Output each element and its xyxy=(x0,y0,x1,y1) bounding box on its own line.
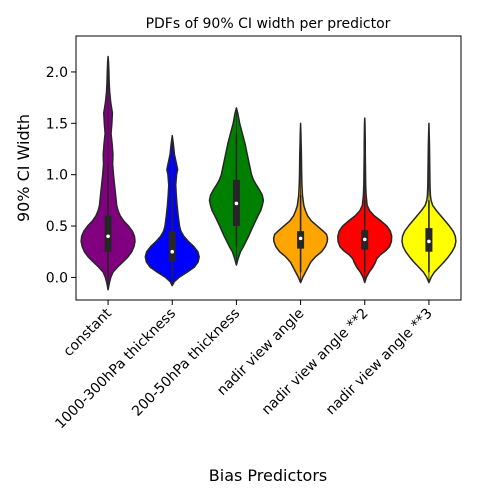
x-axis-label: Bias Predictors xyxy=(209,466,327,485)
x-tick-label: nadir view angle **2 xyxy=(259,306,372,419)
x-tick-label: constant xyxy=(61,305,116,360)
x-tick-label: 200-50hPa thickness xyxy=(129,306,243,420)
y-tick-label: 1.0 xyxy=(46,168,68,184)
violin-median-dot xyxy=(298,236,303,241)
x-tick-label: nadir view angle **3 xyxy=(323,306,436,419)
violin-iqr-box xyxy=(104,215,112,252)
chart-title: PDFs of 90% CI width per predictor xyxy=(146,16,391,32)
y-tick-label: 0.5 xyxy=(46,219,68,235)
violin-median-dot xyxy=(234,201,239,206)
plot-area xyxy=(80,55,457,291)
y-tick-label: 1.5 xyxy=(46,116,68,132)
y-axis: 0.0 0.5 1.0 1.5 2.0 xyxy=(46,65,76,286)
violin-median-dot xyxy=(362,237,367,242)
violin-median-dot xyxy=(106,234,110,239)
y-axis-label: 90% CI Width xyxy=(14,114,33,222)
violin-median-dot xyxy=(170,249,175,254)
violin-iqr-box xyxy=(168,231,176,262)
plot-frame xyxy=(75,35,462,301)
x-tick-label: 1000-300hPa thickness xyxy=(52,306,179,433)
violin-median-dot xyxy=(427,239,431,244)
y-tick-label: 2.0 xyxy=(46,65,68,81)
y-tick-label: 0.0 xyxy=(46,270,68,286)
